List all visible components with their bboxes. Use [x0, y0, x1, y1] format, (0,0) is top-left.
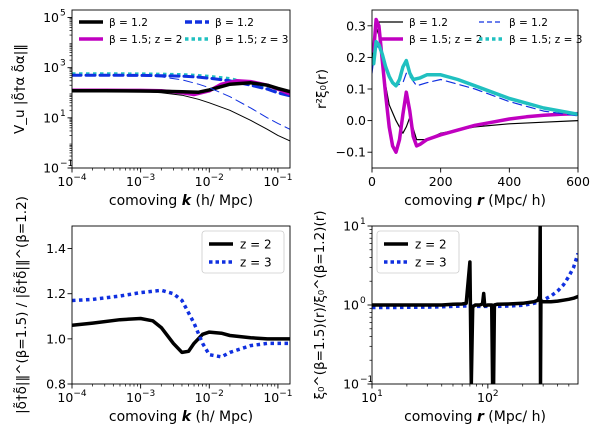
y-tick-label: 10 [43, 161, 59, 176]
chart-panel-top-right: 0 200 400 600 −0.1 0.0 0.1 0.2 0.3 comoving r (Mp… [314, 9, 590, 209]
series-line-5 [72, 75, 290, 130]
y-tick-label: 10 [343, 219, 359, 234]
y-tick-label: 0.3 [346, 18, 366, 33]
x-tick-label: 600 [566, 174, 590, 189]
legend: z = 2 z = 3 [376, 230, 460, 274]
y-tick-exponent: −1 [360, 375, 373, 385]
x-tick-label: 10−1 [263, 173, 292, 189]
y-axis-label: |δ̃†δ̃|‖^(β=1.5) / |δ̃†δ̃|‖^(β=1.2) [13, 196, 30, 414]
x-axis-label: comoving k (h/ Mpc) [109, 409, 253, 425]
y-axis-label: r²ξ₀(r) [314, 69, 330, 109]
x-tick-label: 10−1 [263, 389, 292, 405]
series-line-2 [372, 44, 578, 117]
series-line-1 [372, 226, 578, 384]
plot-frame [71, 9, 291, 169]
series-line-1 [72, 288, 290, 359]
y-tick-exponent: 0 [360, 296, 366, 306]
plot-frame [71, 225, 291, 385]
y-tick-label: 0.1 [346, 82, 366, 97]
legend: β = 1.2 β = 1.5; z = 2 β = 1.2 β = 1.5; z =… [379, 17, 582, 46]
x-tick-label: 10−4 [57, 173, 86, 189]
y-tick-label: 10 [43, 10, 59, 25]
y-tick-exponent: −1 [60, 159, 73, 169]
y-tick-label: 10 [343, 298, 359, 313]
x-axis-label: comoving k (h/ Mpc) [109, 193, 253, 209]
series-line-0 [72, 316, 290, 355]
legend-label-0: β = 1.2 [109, 17, 148, 29]
x-tick-label: 102 [477, 389, 499, 405]
y-tick-label: 1.2 [46, 286, 66, 301]
y-tick-exponent: 3 [60, 59, 66, 69]
legend-label-1: z = 3 [240, 256, 272, 270]
legend-label-3: β = 1.5; z = 3 [509, 34, 582, 46]
y-axis-label: V_u |δ̃†α δ̃α|‖ [11, 44, 28, 134]
x-tick-label: 400 [497, 174, 521, 189]
y-tick-label: 1.0 [46, 331, 66, 346]
legend-label-1: β = 1.5; z = 2 [109, 34, 182, 46]
series-line-3 [372, 39, 578, 117]
x-tick-label: 10−3 [126, 389, 155, 405]
y-tick-label: 0.2 [346, 50, 366, 65]
x-tick-label: 10−2 [195, 173, 224, 189]
series-line-4 [72, 90, 290, 142]
x-tick-label: 101 [361, 389, 383, 405]
legend-label-0: β = 1.2 [409, 17, 448, 29]
y-tick-exponent: 5 [60, 9, 66, 19]
x-axis-label: comoving r (Mpc/ h) [404, 193, 546, 209]
legend: z = 2 z = 3 [201, 230, 285, 274]
y-tick-label: 0.8 [46, 377, 66, 392]
y-tick-label: 10 [43, 60, 59, 75]
series-group [72, 288, 290, 359]
legend-label-2: β = 1.2 [509, 17, 548, 29]
legend-label-1: β = 1.5; z = 2 [409, 34, 482, 46]
legend: β = 1.2 β = 1.5; z = 2 β = 1.2 β = 1.5; z =… [79, 17, 288, 46]
legend-label-0: z = 2 [415, 238, 447, 252]
x-tick-label: 200 [429, 174, 453, 189]
y-tick-label: 1.4 [46, 241, 66, 256]
legend-label-1: z = 3 [415, 256, 447, 270]
legend-label-2: β = 1.2 [215, 17, 254, 29]
series-group [372, 17, 578, 154]
y-axis-label: ξ₀^(β=1.5)(r)/ξ₀^(β=1.2)(r) [312, 210, 328, 399]
y-tick-exponent: 1 [360, 217, 366, 227]
series-group [72, 72, 290, 142]
y-tick-label: 10 [343, 377, 359, 392]
y-tick-label: 0.0 [346, 113, 366, 128]
y-tick-label: −0.1 [336, 145, 366, 160]
series-line-1 [372, 17, 578, 154]
x-tick-label: 10−2 [195, 389, 224, 405]
legend-label-3: β = 1.5; z = 3 [215, 34, 288, 46]
y-tick-exponent: 1 [60, 109, 66, 119]
x-tick-label: 10−3 [126, 173, 155, 189]
series-group [372, 226, 578, 384]
x-axis-label: comoving r (Mpc/ h) [404, 409, 546, 425]
x-tick-label: 0 [368, 174, 376, 189]
y-tick-label: 10 [43, 110, 59, 125]
legend-label-0: z = 2 [240, 238, 272, 252]
